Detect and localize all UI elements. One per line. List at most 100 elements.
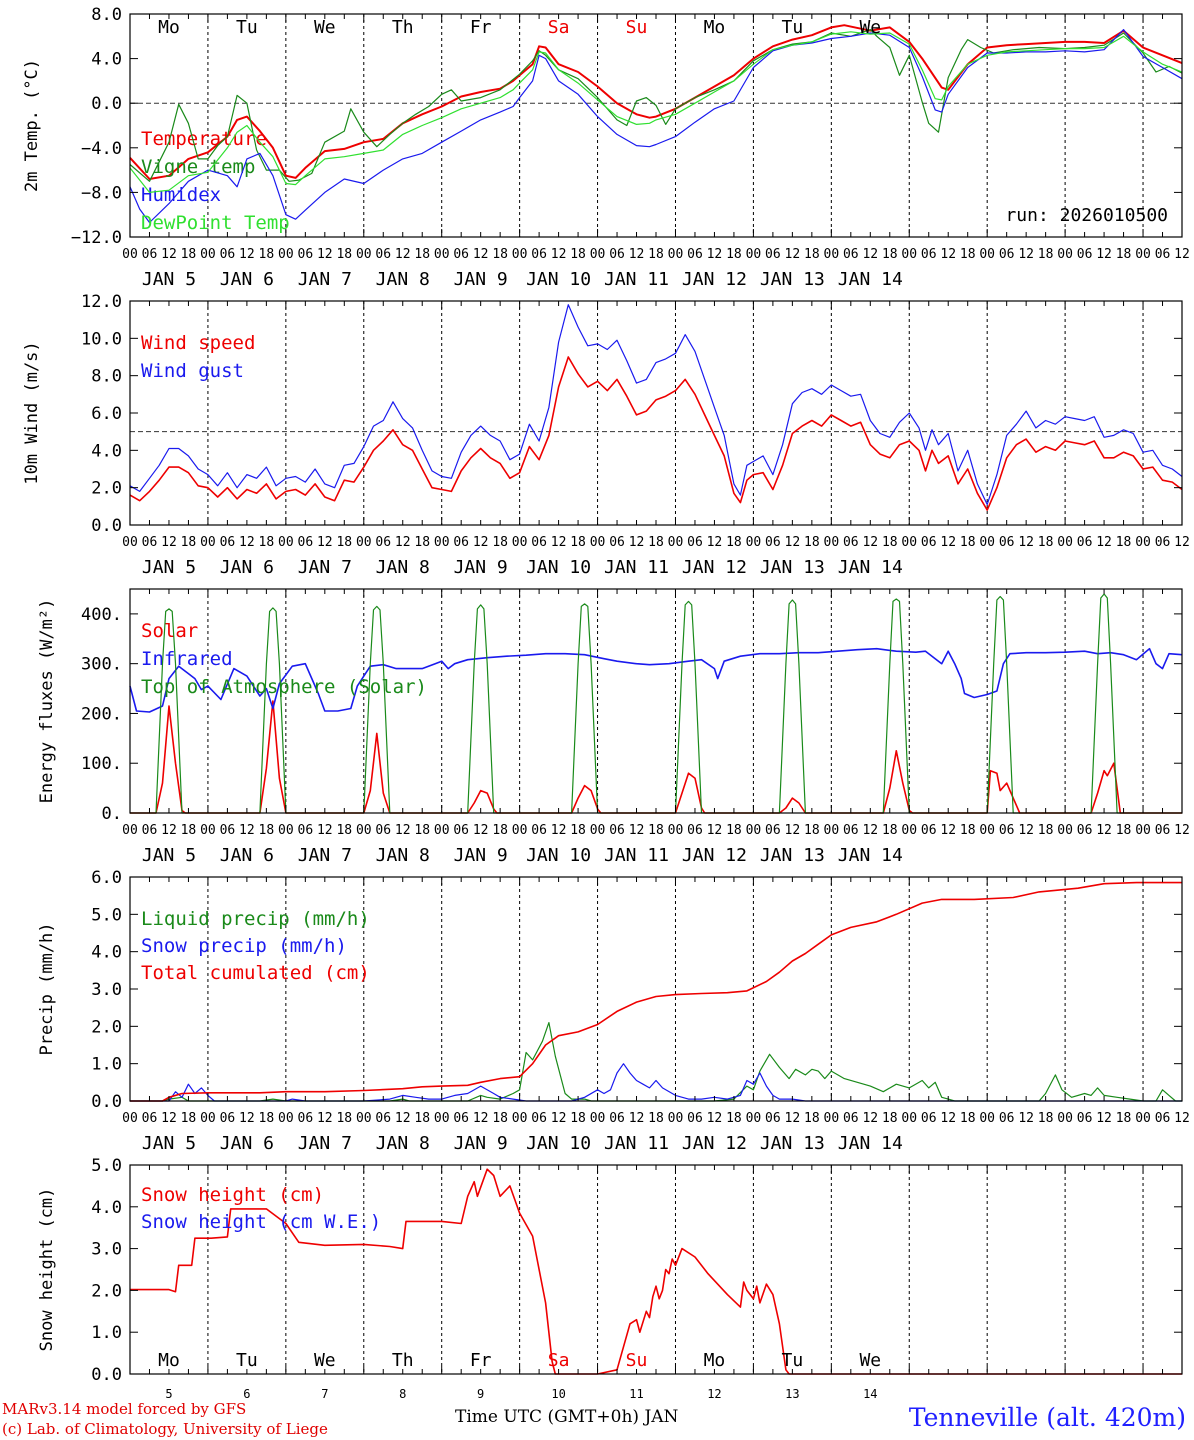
wind-hour-label: 12 bbox=[629, 535, 645, 550]
wind-day-label: JAN 13 bbox=[760, 557, 825, 578]
wind-hour-label: 18 bbox=[1038, 535, 1054, 550]
wind-hour-label: 06 bbox=[531, 535, 547, 550]
temp-hour-label: 18 bbox=[259, 247, 275, 262]
precip-ytick-label: 1.0 bbox=[91, 1055, 122, 1075]
weekday-label-bottom: Mo bbox=[158, 1350, 180, 1371]
flux-hour-label: 18 bbox=[1116, 823, 1132, 838]
precip-hour-label: 18 bbox=[960, 1111, 976, 1126]
flux-hour-label: 06 bbox=[1155, 823, 1171, 838]
weekday-label: We bbox=[314, 17, 336, 38]
day-number-label: 10 bbox=[551, 1387, 565, 1401]
flux-hour-label: 00 bbox=[824, 823, 840, 838]
wind-hour-label: 12 bbox=[1018, 535, 1034, 550]
precip-hour-label: 06 bbox=[921, 1111, 937, 1126]
snow-ytick-label: 2.0 bbox=[91, 1281, 122, 1301]
temp-frame bbox=[129, 13, 1183, 238]
flux-ylabel: Energy fluxes (W/m²) bbox=[37, 599, 57, 804]
flux-panel: Solar Infrared Top of Atmosphere (Solar) 40… bbox=[37, 588, 1190, 866]
flux-hour-label: 12 bbox=[1174, 823, 1190, 838]
wind-hour-label: 12 bbox=[239, 535, 255, 550]
weekday-label: We bbox=[859, 17, 881, 38]
weekday-label-bottom: Tu bbox=[236, 1350, 258, 1371]
temp-hour-label: 06 bbox=[999, 247, 1015, 262]
temp-hour-label: 00 bbox=[434, 247, 450, 262]
flux-hour-label: 18 bbox=[726, 823, 742, 838]
wind-hour-label: 12 bbox=[161, 535, 177, 550]
precip-legend-0: Liquid precip (mm/h) bbox=[141, 908, 370, 930]
precip-ytick-label: 4.0 bbox=[91, 943, 122, 963]
temp-hour-label: 00 bbox=[122, 247, 138, 262]
temp-hour-label: 06 bbox=[453, 247, 469, 262]
day-number-label: 14 bbox=[863, 1387, 877, 1401]
wind-hour-label: 12 bbox=[785, 535, 801, 550]
precip-hour-label: 12 bbox=[239, 1111, 255, 1126]
wind-hour-label: 12 bbox=[862, 535, 878, 550]
precip-hour-label: 00 bbox=[590, 1111, 606, 1126]
flux-hour-label: 06 bbox=[1077, 823, 1093, 838]
temp-hour-label: 06 bbox=[220, 247, 236, 262]
precip-hour-label: 00 bbox=[979, 1111, 995, 1126]
precip-hour-label: 12 bbox=[862, 1111, 878, 1126]
precip-hour-label: 18 bbox=[804, 1111, 820, 1126]
flux-hour-label: 00 bbox=[122, 823, 138, 838]
flux-hour-label: 12 bbox=[551, 823, 567, 838]
precip-hour-label: 12 bbox=[940, 1111, 956, 1126]
precip-day-label: JAN 5 bbox=[142, 1133, 196, 1154]
temp-hour-label: 00 bbox=[278, 247, 294, 262]
wind-hour-label: 00 bbox=[512, 535, 528, 550]
wind-hour-label: 06 bbox=[921, 535, 937, 550]
precip-hour-label: 06 bbox=[1077, 1111, 1093, 1126]
flux-hour-label: 12 bbox=[317, 823, 333, 838]
precip-hour-label: 12 bbox=[785, 1111, 801, 1126]
temp-hour-label: 18 bbox=[181, 247, 197, 262]
flux-hour-label: 00 bbox=[278, 823, 294, 838]
temp-hour-label: 00 bbox=[979, 247, 995, 262]
temp-day-label: JAN 11 bbox=[604, 269, 669, 290]
temp-hour-label: 12 bbox=[473, 247, 489, 262]
snow-panel: Snow height (cm) Snow height (cm W.E.) 5.0… bbox=[37, 1156, 1183, 1401]
flux-day-label: JAN 5 bbox=[142, 845, 196, 866]
temp-hour-label: 00 bbox=[1135, 247, 1151, 262]
flux-day-label: JAN 14 bbox=[838, 845, 903, 866]
flux-hour-label: 12 bbox=[629, 823, 645, 838]
flux-hour-label: 18 bbox=[804, 823, 820, 838]
flux-frame bbox=[129, 588, 1183, 814]
precip-hour-label: 00 bbox=[824, 1111, 840, 1126]
precip-hour-label: 00 bbox=[200, 1111, 216, 1126]
flux-hour-label: 12 bbox=[707, 823, 723, 838]
temp-hour-label: 00 bbox=[200, 247, 216, 262]
flux-hour-label: 18 bbox=[960, 823, 976, 838]
precip-hour-label: 18 bbox=[492, 1111, 508, 1126]
weekday-label-bottom: We bbox=[314, 1350, 336, 1371]
day-number-label: 13 bbox=[785, 1387, 799, 1401]
precip-hour-label: 18 bbox=[181, 1111, 197, 1126]
wind-ytick-label: 4.0 bbox=[91, 441, 122, 461]
flux-hour-label: 06 bbox=[921, 823, 937, 838]
flux-day-label: JAN 6 bbox=[220, 845, 274, 866]
weekday-label: Mo bbox=[158, 17, 180, 38]
wind-hour-label: 18 bbox=[726, 535, 742, 550]
wind-day-label: JAN 6 bbox=[220, 557, 274, 578]
temp-day-label: JAN 8 bbox=[376, 269, 430, 290]
temp-hour-label: 00 bbox=[746, 247, 762, 262]
wind-hour-label: 00 bbox=[122, 535, 138, 550]
flux-hour-label: 06 bbox=[765, 823, 781, 838]
temp-hour-label: 18 bbox=[1038, 247, 1054, 262]
flux-hour-label: 18 bbox=[259, 823, 275, 838]
day-number-label: 6 bbox=[243, 1387, 250, 1401]
wind-hour-label: 06 bbox=[1155, 535, 1171, 550]
flux-legend-2: Top of Atmosphere (Solar) bbox=[141, 676, 427, 698]
station-name: Tenneville (alt. 420m) bbox=[908, 1403, 1186, 1432]
wind-hour-label: 06 bbox=[999, 535, 1015, 550]
precip-hour-label: 06 bbox=[843, 1111, 859, 1126]
temp-hour-label: 12 bbox=[940, 247, 956, 262]
precip-hour-label: 18 bbox=[882, 1111, 898, 1126]
precip-day-label: JAN 9 bbox=[454, 1133, 508, 1154]
snow-ytick-label: 0.0 bbox=[91, 1365, 122, 1385]
precip-day-label: JAN 13 bbox=[760, 1133, 825, 1154]
wind-hour-label: 00 bbox=[979, 535, 995, 550]
flux-hour-label: 00 bbox=[512, 823, 528, 838]
flux-hour-label: 00 bbox=[901, 823, 917, 838]
flux-series-0 bbox=[130, 700, 1182, 814]
wind-hour-label: 18 bbox=[414, 535, 430, 550]
